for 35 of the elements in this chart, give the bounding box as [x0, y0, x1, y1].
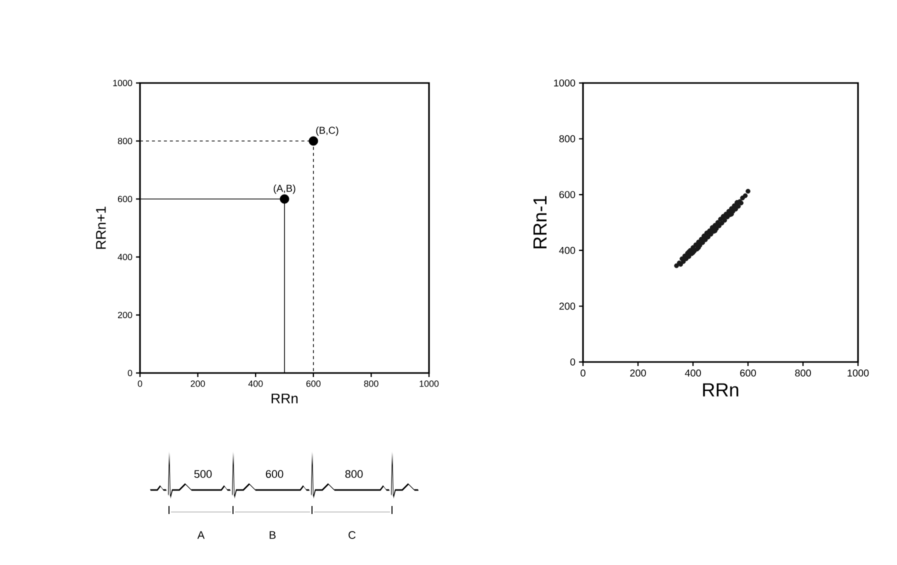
x-tick-label: 0 — [138, 380, 142, 387]
text: A — [197, 531, 205, 539]
x-tick-label: 200 — [630, 370, 646, 377]
y-axis-title: RRn+1 — [96, 206, 106, 249]
x-tick-label: 400 — [684, 370, 701, 377]
text: B — [270, 531, 276, 539]
y-tick-label: 200 — [118, 312, 132, 318]
y-tick-label: 400 — [118, 254, 132, 260]
y-tick-label: 800 — [118, 138, 132, 144]
text: 800 — [345, 470, 363, 478]
y-tick-label: 0 — [570, 358, 576, 366]
y-tick-label: 1000 — [554, 79, 576, 87]
x-tick-label: 600 — [740, 370, 756, 377]
y-tick-label: 800 — [559, 135, 576, 142]
x-tick-label: 600 — [306, 380, 321, 387]
x-axis-title: RRn — [272, 394, 298, 404]
y-axis-title: RRn-1 — [533, 196, 546, 248]
annotation: (B,C) — [316, 126, 338, 136]
x-axis-title: RRn — [703, 383, 738, 396]
annotation: (A,B) — [274, 184, 296, 194]
x-tick-label: 200 — [190, 380, 205, 387]
text: C — [348, 531, 356, 539]
text: 600 — [266, 470, 284, 478]
x-tick-label: 1000 — [420, 380, 439, 387]
y-tick-label: 400 — [559, 246, 576, 254]
text: 500 — [194, 470, 212, 478]
y-tick-label: 600 — [118, 196, 132, 202]
x-tick-label: 800 — [364, 380, 378, 387]
x-tick-label: 400 — [248, 380, 263, 387]
x-tick-label: 1000 — [848, 370, 869, 377]
y-tick-label: 600 — [559, 191, 576, 198]
x-tick-label: 0 — [580, 370, 586, 377]
x-tick-label: 800 — [795, 370, 811, 377]
y-tick-label: 1000 — [113, 80, 132, 86]
y-tick-label: 200 — [559, 302, 576, 310]
